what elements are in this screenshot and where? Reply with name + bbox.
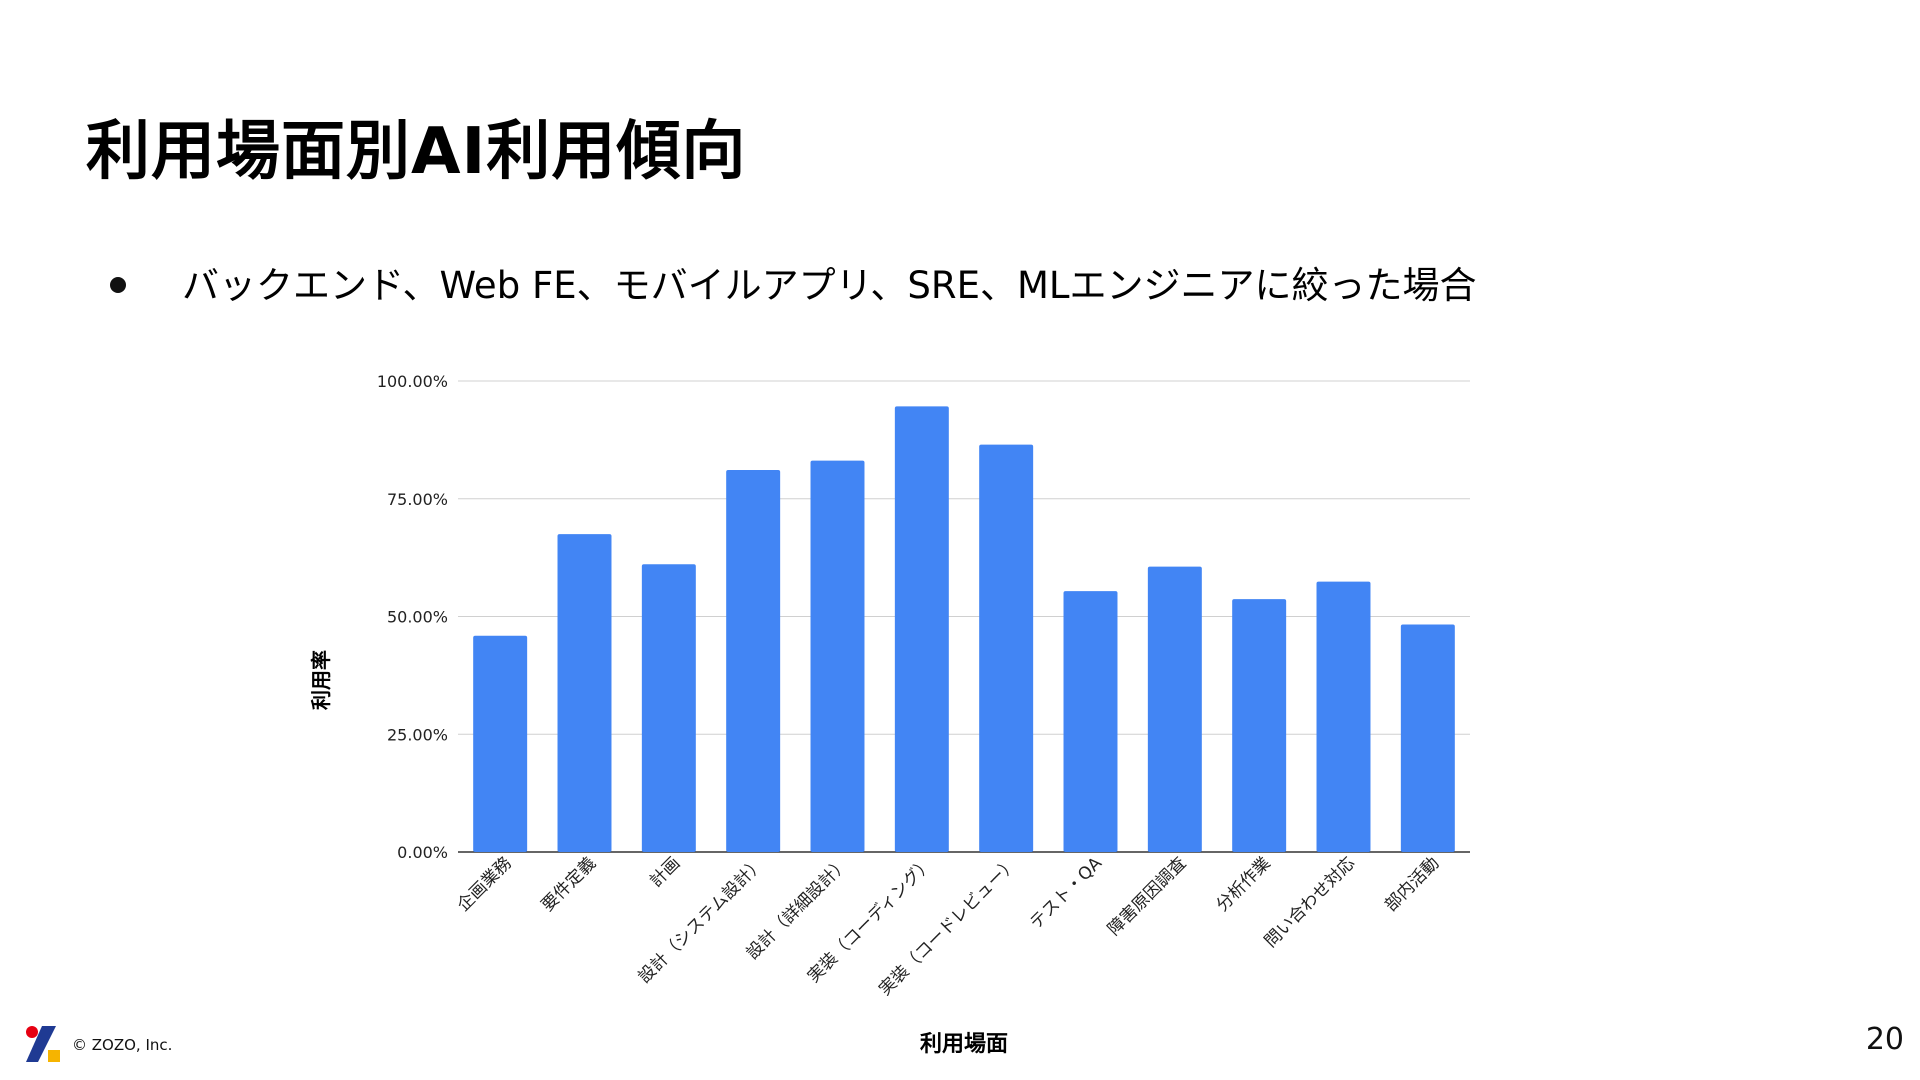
y-tick-label: 25.00% [387,725,448,744]
y-tick-label: 50.00% [387,608,448,627]
bar [473,635,528,852]
y-axis-label: 利用率 [309,650,333,710]
y-tick-label: 100.00% [377,372,448,391]
chart-gridlines [458,380,1470,853]
x-tick-label: 企画業務 [453,853,515,915]
bar [1400,624,1455,852]
bullet-dot-icon [110,276,126,293]
y-tick-label: 75.00% [387,490,448,509]
x-tick-label: 障害原因調査 [1104,853,1190,939]
bar [810,460,865,852]
y-tick-label: 0.00% [397,843,448,862]
bar [1147,566,1202,852]
page-number: 20 [1865,1022,1904,1057]
x-axis-label: 利用場面 [920,1032,1008,1057]
zozo-logo-icon [26,1026,60,1062]
bullet-item: バックエンド、Web FE、モバイルアプリ、SRE、MLエンジニアに絞った場合 [110,262,1477,310]
x-tick-label: 問い合わせ対応 [1261,853,1359,951]
x-tick-label: テスト・QA [1026,853,1106,933]
chart-x-ticks: 企画業務 要件定義 計画設計（システム設計）設計（詳細設計）実装（コーディング）実装… [453,853,1443,1000]
chart-y-ticks: 0.00% 25.00% 50.00% 75.00% 100.00% [377,372,448,862]
slide-title: 利用場面別AI利用傾向 [86,115,747,189]
copyright-text: © ZOZO, Inc. [72,1036,173,1054]
x-tick-label: 計画 [646,853,684,891]
chart-bars [473,406,1455,852]
bar [726,470,781,852]
bullet-text: バックエンド、Web FE、モバイルアプリ、SRE、MLエンジニアに絞った場合 [182,264,1477,307]
bar [641,564,696,852]
bar [1232,599,1287,852]
bar [557,534,612,852]
x-tick-label: 部内活動 [1381,853,1443,915]
x-tick-label: 分析作業 [1212,853,1274,915]
x-tick-label: 要件定義 [538,853,600,915]
bar [979,444,1034,852]
bar [894,406,949,852]
x-tick-label: 実装（コードレビュー） [875,853,1021,999]
bar [1063,591,1118,852]
bar [1316,581,1371,852]
